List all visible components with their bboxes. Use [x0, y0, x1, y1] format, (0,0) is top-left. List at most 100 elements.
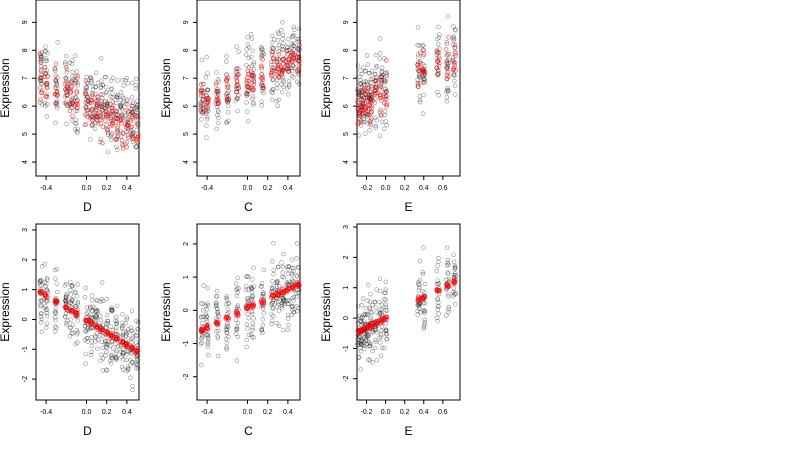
data-point-red	[234, 79, 240, 85]
data-point-red	[98, 91, 104, 97]
data-point-black	[270, 278, 275, 284]
data-point-red	[418, 61, 423, 66]
data-point-red	[98, 110, 103, 115]
data-point-red	[275, 64, 281, 70]
data-point-black	[384, 72, 389, 77]
data-point-black	[38, 60, 44, 65]
data-point-black	[243, 283, 249, 288]
data-point-black	[42, 49, 48, 54]
data-point-red	[213, 80, 219, 86]
data-point-black	[225, 307, 231, 312]
data-point-black	[118, 134, 124, 139]
data-point-red	[119, 137, 125, 143]
data-point-red	[114, 130, 120, 135]
data-point-red	[251, 82, 257, 87]
data-point-black	[114, 321, 119, 326]
data-point-black	[360, 296, 366, 301]
data-point-black	[223, 336, 229, 341]
data-point-black	[269, 289, 274, 295]
data-point-black	[285, 316, 291, 321]
data-point-black	[286, 279, 292, 285]
data-point-black	[382, 109, 388, 114]
data-point-black	[368, 317, 373, 322]
x-tick-label: 0.2	[102, 409, 112, 416]
data-point-black	[114, 94, 119, 99]
data-point-black	[199, 320, 205, 326]
data-point-black	[291, 298, 296, 303]
data-point-black	[453, 291, 458, 297]
data-point-black	[357, 319, 363, 324]
data-point-black	[370, 302, 375, 308]
data-point-red	[276, 51, 282, 57]
data-point-black	[213, 294, 219, 299]
y-tick-label: 5	[183, 132, 190, 136]
data-point-black	[259, 53, 265, 58]
data-point-black	[362, 335, 367, 341]
data-point-black	[74, 327, 79, 333]
data-point-black	[274, 98, 279, 104]
data-point-black	[38, 67, 44, 72]
data-point-red	[358, 92, 364, 98]
data-point-red	[206, 97, 211, 102]
data-point-black	[93, 339, 98, 344]
data-point-black	[205, 303, 211, 308]
data-point-black	[65, 318, 70, 324]
data-point-black	[358, 338, 364, 343]
data-point-black	[98, 299, 103, 304]
data-point-black	[108, 94, 113, 100]
data-point-black	[130, 135, 135, 140]
data-point-black	[215, 77, 221, 82]
data-point-black	[365, 311, 370, 317]
data-point-black	[368, 291, 373, 297]
data-point-red	[109, 105, 115, 111]
data-point-red	[444, 60, 450, 66]
data-point-black	[224, 54, 229, 59]
data-point-black	[199, 111, 205, 116]
data-point-black	[277, 283, 282, 289]
data-point-black	[224, 71, 229, 77]
data-point-black	[379, 332, 384, 337]
data-point-red	[297, 63, 302, 68]
data-point-black	[358, 78, 363, 83]
data-point-red	[38, 97, 43, 102]
data-point-red	[124, 342, 130, 347]
data-point-red	[378, 107, 383, 113]
data-point-black	[286, 79, 292, 84]
data-point-black	[244, 90, 249, 96]
data-point-black	[416, 280, 421, 285]
data-point-black	[199, 101, 205, 106]
data-point-black	[205, 334, 211, 340]
data-point-red	[226, 315, 231, 321]
data-point-black	[70, 95, 76, 101]
data-point-black	[133, 144, 138, 149]
data-point-black	[281, 84, 286, 90]
data-point-black	[355, 89, 361, 94]
data-point-black	[69, 118, 75, 123]
data-point-black	[82, 295, 88, 300]
data-point-black	[201, 314, 206, 319]
data-point-red	[451, 66, 457, 71]
data-point-black	[260, 330, 265, 335]
data-point-black	[270, 301, 275, 306]
data-point-black	[379, 74, 385, 80]
data-point-red	[42, 74, 48, 80]
data-point-black	[135, 342, 140, 348]
data-point-black	[85, 339, 90, 344]
y-tick-label: 7	[343, 76, 350, 80]
data-point-red	[103, 109, 109, 115]
data-point-black	[123, 333, 129, 339]
data-point-red	[213, 101, 219, 107]
data-point-black	[75, 340, 80, 345]
data-point-black	[249, 36, 254, 41]
data-point-red	[43, 82, 49, 87]
data-point-red	[204, 323, 210, 329]
data-point-black	[259, 72, 265, 77]
data-point-black	[114, 325, 119, 330]
data-point-black	[294, 256, 299, 261]
data-point-black	[370, 330, 375, 335]
data-point-black	[38, 100, 43, 105]
data-point-black	[118, 102, 123, 108]
data-point-red	[70, 113, 75, 119]
data-point-black	[38, 299, 43, 304]
